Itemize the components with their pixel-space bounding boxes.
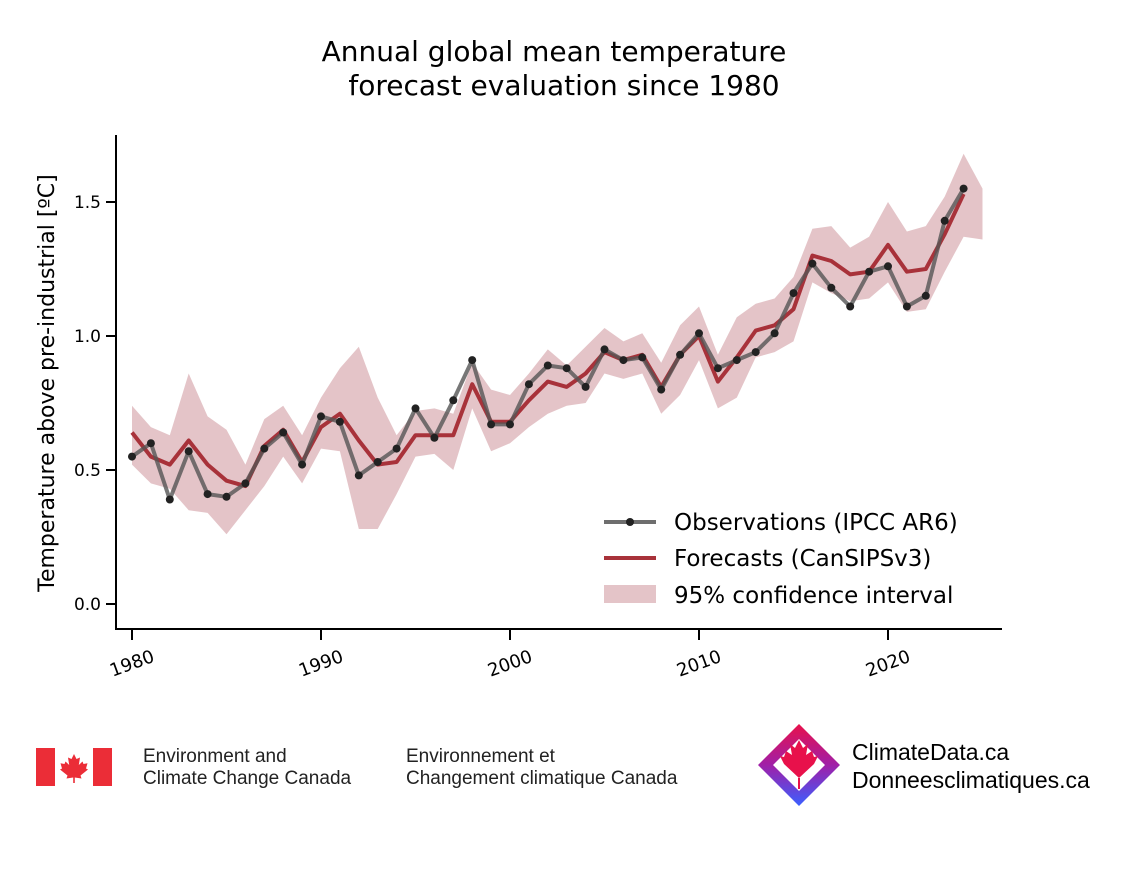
observation-point [770, 329, 779, 338]
legend: Observations (IPCC AR6) Forecasts (CanSI… [604, 510, 958, 609]
observation-point [222, 492, 231, 501]
observation-point [203, 490, 212, 499]
observation-point [411, 404, 420, 413]
observation-point [657, 385, 666, 394]
y-tick-label: 1.0 [74, 327, 101, 347]
y-tick-label: 0.0 [74, 595, 101, 615]
observation-points-layer [128, 184, 968, 504]
ecc-fr-line1: Environnement et [406, 746, 555, 767]
x-tick-label: 1990 [296, 646, 346, 681]
observation-point [865, 267, 874, 276]
observation-point [260, 444, 269, 453]
y-tick-layer: 0.0 0.5 1.0 1.5 [74, 193, 116, 615]
observation-point [128, 452, 136, 461]
observation-point [921, 291, 930, 300]
observation-point [732, 356, 741, 365]
observation-point [335, 417, 344, 426]
observation-point [600, 345, 609, 354]
observation-point [751, 348, 760, 357]
observation-point [638, 353, 647, 362]
observation-point [695, 329, 703, 338]
observation-point [430, 433, 439, 442]
observation-point [487, 420, 496, 429]
observation-point [184, 447, 193, 456]
observation-point [902, 302, 911, 311]
observation-point [619, 356, 628, 365]
y-axis-label: Temperature above pre-industrial [ºC] [35, 174, 60, 593]
x-tick-label: 1980 [107, 646, 157, 681]
forecast-line [130, 193, 966, 489]
legend-ci-swatch [604, 585, 656, 603]
observation-point [165, 495, 174, 504]
ecc-en-line1: Environment and [143, 746, 287, 767]
observation-point [827, 283, 836, 292]
x-tick-label: 2000 [485, 646, 535, 681]
chart: Annual global mean temperature forecast … [35, 35, 1002, 682]
site-fr-link[interactable]: Donneesclimatiques.ca [852, 767, 1090, 793]
observation-point [543, 361, 552, 370]
observation-point [506, 420, 514, 429]
observation-point [676, 350, 685, 359]
observation-point [241, 479, 250, 488]
observation-point [279, 428, 288, 437]
legend-observations-label: Observations (IPCC AR6) [674, 510, 958, 536]
y-tick-label: 0.5 [74, 461, 101, 481]
ecc-fr-line2: Changement climatique Canada [406, 768, 678, 789]
observation-point [789, 289, 798, 298]
observation-point [713, 364, 722, 373]
x-tick-layer: 1980 1990 2000 2010 2020 [107, 629, 913, 682]
observation-point [317, 412, 325, 421]
x-tick-label: 2020 [863, 646, 913, 681]
observation-point [392, 444, 401, 453]
ecc-en-line2: Climate Change Canada [143, 768, 352, 789]
observation-point [146, 439, 155, 448]
observation-point [884, 262, 892, 271]
confidence-band-layer [132, 153, 983, 535]
legend-forecasts-label: Forecasts (CanSIPSv3) [674, 546, 931, 572]
ecc-english-wordmark: Environment and Climate Change Canada [143, 746, 351, 790]
observation-point [524, 380, 533, 389]
observation-point [846, 302, 855, 311]
x-tick-label: 2010 [674, 646, 724, 681]
chart-title-line2: forecast evaluation since 1980 [348, 69, 779, 102]
confidence-interval-band [132, 153, 983, 535]
legend-observations-marker [626, 518, 634, 526]
observation-point [373, 458, 382, 466]
observation-point [298, 460, 307, 469]
legend-ci-label: 95% confidence interval [674, 583, 953, 609]
climatedata-logo-icon [758, 724, 840, 806]
observation-point [562, 364, 571, 373]
chart-title-line1: Annual global mean temperature [322, 35, 787, 68]
site-en-link[interactable]: ClimateData.ca [852, 739, 1010, 765]
canada-flag-icon [36, 748, 112, 786]
observation-point [354, 471, 363, 480]
observation-point [449, 396, 458, 405]
observation-point [468, 356, 477, 365]
ecc-french-wordmark: Environnement et Changement climatique C… [406, 746, 677, 790]
observation-point [959, 184, 968, 193]
observation-point [940, 216, 949, 225]
observation-point [581, 382, 590, 391]
observation-point [808, 259, 817, 268]
y-tick-label: 1.5 [74, 193, 101, 213]
site-names: ClimateData.ca Donneesclimatiques.ca [852, 738, 1090, 794]
